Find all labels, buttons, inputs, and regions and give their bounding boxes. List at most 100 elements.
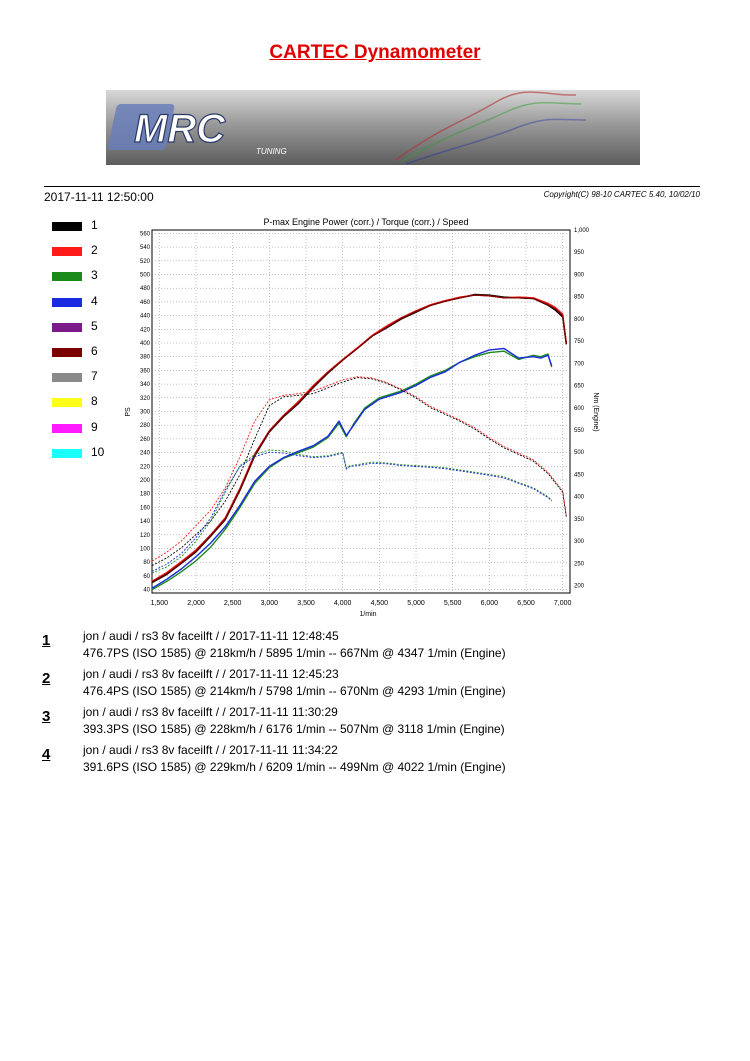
y-tick-label: 260: [140, 437, 151, 443]
y-tick-label: 60: [143, 574, 150, 580]
y-tick-label: 280: [140, 423, 151, 429]
dyno-chart: P-max Engine Power (corr.) / Torque (cor…: [125, 217, 599, 618]
x-tick-label: 2,000: [187, 600, 205, 607]
y-tick-label: 500: [140, 273, 151, 279]
copyright-text: Copyright(C) 98-10 CARTEC 5.40, 10/02/10: [543, 190, 700, 199]
x-tick-label: 3,000: [261, 600, 279, 607]
y2-tick-label: 350: [574, 517, 585, 523]
x-tick-label: 7,000: [554, 600, 572, 607]
y-tick-label: 400: [140, 341, 151, 347]
run-title-line: jon / audi / rs3 8v faceilft / / 2017-11…: [83, 629, 339, 643]
y2-tick-label: 950: [574, 250, 585, 256]
y-tick-label: 120: [140, 533, 151, 539]
y-tick-label: 460: [140, 300, 151, 306]
run-details: jon / audi / rs3 8v faceilft / / 2017-11…: [83, 742, 506, 776]
legend-label: 8: [91, 394, 98, 409]
x-tick-label: 6,500: [517, 600, 535, 607]
y2-tick-label: 650: [574, 384, 585, 390]
logo-text: MRC: [134, 107, 226, 151]
legend-label: 3: [91, 268, 98, 283]
run-number: 2: [42, 670, 51, 687]
y-tick-label: 440: [140, 314, 151, 320]
y-tick-label: 80: [143, 560, 150, 566]
run-title-line: jon / audi / rs3 8v faceilft / / 2017-11…: [83, 705, 338, 719]
x-tick-label: 3,500: [297, 600, 315, 607]
run-result-line: 393.3PS (ISO 1585) @ 228km/h / 6176 1/mi…: [83, 722, 505, 736]
y-tick-label: 220: [140, 464, 151, 470]
y2-tick-label: 200: [574, 584, 585, 590]
banner-graphic: [395, 91, 587, 165]
legend-swatch: [52, 347, 82, 357]
y2-tick-label: 600: [574, 406, 585, 412]
y-tick-label: 360: [140, 368, 151, 374]
legend-swatch: [52, 423, 82, 433]
legend-label: 1: [91, 218, 98, 232]
x-tick-label: 5,500: [444, 600, 462, 607]
y2-tick-label: 1,000: [574, 228, 590, 234]
y2-tick-label: 550: [574, 428, 585, 434]
series-power-line-3: [151, 350, 553, 591]
y-tick-label: 320: [140, 396, 151, 402]
run-details: jon / audi / rs3 8v faceilft / / 2017-11…: [83, 666, 506, 700]
run-result-line: 476.4PS (ISO 1585) @ 214km/h / 5798 1/mi…: [83, 684, 506, 698]
y-tick-label: 420: [140, 327, 151, 333]
report-date: 2017-11-11 12:50:00: [44, 190, 154, 204]
legend-label: 4: [91, 293, 98, 308]
logo-subtext: TUNING: [256, 147, 287, 156]
legend-label: 2: [91, 243, 98, 258]
legend-swatch: [52, 247, 82, 257]
legend-swatch: [52, 448, 82, 458]
legend-swatch: [52, 373, 82, 383]
logo-icon: MRC TUNING: [108, 104, 287, 156]
chart-title: P-max Engine Power (corr.) / Torque (cor…: [264, 217, 469, 227]
legend-label: 10: [91, 444, 105, 459]
y2-tick-label: 800: [574, 317, 585, 323]
y-tick-label: 480: [140, 286, 151, 292]
x-tick-label: 6,000: [481, 600, 499, 607]
x-axis-label: 1/min: [359, 611, 376, 618]
series-torque-line-1: [151, 377, 567, 566]
y2-tick-label: 500: [574, 450, 585, 456]
series-torque-line-3: [151, 449, 553, 574]
y-tick-label: 560: [140, 231, 151, 237]
y2-tick-label: 450: [574, 472, 585, 478]
data-lines: [151, 293, 567, 591]
y-tick-label: 520: [140, 259, 151, 265]
series-power-line-4: [151, 347, 553, 589]
run-result-line: 391.6PS (ISO 1585) @ 229km/h / 6209 1/mi…: [83, 760, 506, 774]
series-power-line-6: [151, 294, 567, 583]
series-torque-line-4: [151, 451, 553, 572]
x-tick-label: 4,000: [334, 600, 352, 607]
legend-label: 9: [91, 419, 98, 434]
y-tick-label: 180: [140, 492, 151, 498]
page-title: CARTEC Dynamometer: [269, 42, 481, 63]
y2-tick-label: 400: [574, 495, 585, 501]
run-number: 3: [42, 708, 51, 725]
y2-tick-label: 250: [574, 561, 585, 567]
series-torque-line-2: [151, 376, 567, 562]
y2-tick-label: 700: [574, 361, 585, 367]
y-tick-label: 200: [140, 478, 151, 484]
legend-swatch: [52, 272, 82, 282]
run-number: 1: [42, 632, 51, 649]
y2-tick-label: 900: [574, 272, 585, 278]
y-tick-label: 540: [140, 245, 151, 251]
legend-swatch: [52, 297, 82, 307]
banner-image: MRC TUNING: [106, 90, 640, 165]
y2-tick-label: 300: [574, 539, 585, 545]
y-tick-label: 340: [140, 382, 151, 388]
y2-tick-label: 850: [574, 295, 585, 301]
y-tick-label: 240: [140, 451, 151, 457]
legend-swatch: [52, 322, 82, 332]
x-tick-label: 5,000: [407, 600, 425, 607]
header-divider: [44, 186, 700, 187]
y-axis-label: PS: [125, 407, 132, 417]
run-details: jon / audi / rs3 8v faceilft / / 2017-11…: [83, 628, 506, 662]
run-title-line: jon / audi / rs3 8v faceilft / / 2017-11…: [83, 743, 338, 757]
y-tick-label: 160: [140, 505, 151, 511]
x-tick-label: 4,500: [371, 600, 389, 607]
legend-swatch: [52, 222, 82, 231]
run-number: 4: [42, 746, 51, 763]
x-tick-label: 1,500: [151, 600, 169, 607]
y-tick-label: 40: [143, 588, 150, 594]
